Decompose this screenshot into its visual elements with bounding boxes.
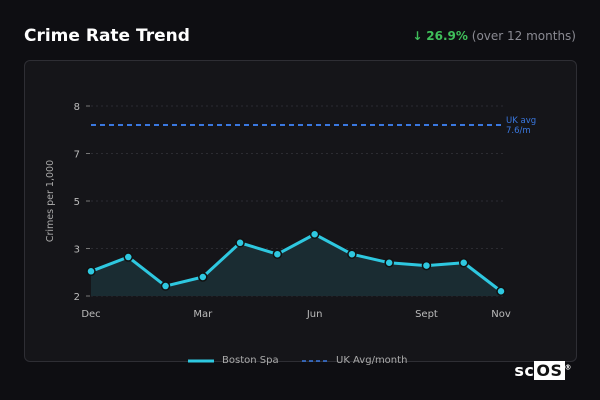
down-arrow-icon: ↓ (412, 29, 423, 43)
x-tick-label: Dec (81, 309, 100, 320)
data-point (458, 258, 469, 268)
legend-label-series: Boston Spa (222, 355, 279, 366)
data-point (235, 238, 245, 248)
data-point (86, 266, 96, 277)
legend-label-reference: UK Avg/month (336, 355, 408, 366)
data-point (384, 258, 394, 268)
reference-value-label: 7.6/m (506, 126, 531, 136)
x-tick-label: Sept (415, 309, 438, 320)
legend-item-reference[interactable]: UK Avg/month (302, 355, 407, 366)
y-axis-label: Crimes per 1,000 (45, 160, 56, 242)
y-tick-label: 3 (74, 245, 80, 256)
data-point (347, 249, 357, 259)
y-tick-label: 5 (74, 197, 80, 208)
data-point (198, 272, 208, 282)
series-line (90, 232, 502, 293)
change-note: (over 12 months) (471, 29, 576, 43)
x-tick-label: Nov (491, 309, 511, 320)
data-point (309, 229, 320, 239)
change-percent: 26.9% (426, 29, 468, 43)
scos-logo: sc OS ® (514, 361, 572, 380)
change-indicator: ↓ 26.9% (over 12 months) (412, 29, 576, 43)
x-tick-label: Mar (193, 309, 213, 320)
data-point (160, 281, 171, 291)
page-title: Crime Rate Trend (24, 26, 190, 46)
chart-panel (24, 60, 577, 362)
data-point (496, 286, 506, 296)
legend-item-series[interactable]: Boston Spa (188, 355, 279, 366)
y-tick-label: 8 (74, 102, 80, 113)
y-tick-label: 7 (74, 150, 80, 161)
data-point (123, 252, 134, 262)
reference-label: UK avg (506, 116, 536, 126)
data-point (272, 249, 283, 259)
y-tick-label: 2 (74, 292, 80, 303)
x-tick-label: Jun (306, 309, 323, 320)
data-point (421, 260, 432, 271)
